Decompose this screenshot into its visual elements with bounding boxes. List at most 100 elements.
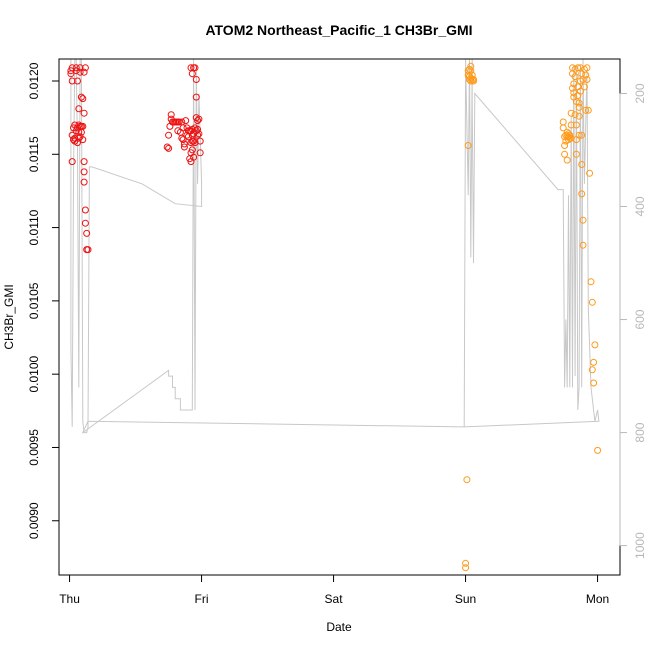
data-point-series-2-68 [582, 71, 590, 79]
data-point-series-2-53 [575, 112, 583, 120]
data-point-series-2-21 [561, 142, 569, 149]
data-points-layer [67, 62, 602, 572]
data-point-series-1-55 [175, 118, 183, 126]
data-point-series-1-36 [80, 178, 88, 186]
data-point-series-2-78 [590, 379, 598, 387]
data-point-series-1-39 [81, 219, 89, 227]
data-point-series-1-22 [76, 64, 84, 72]
y-axis-label: CH3Br_GMI [2, 284, 16, 349]
data-point-series-2-71 [583, 76, 591, 83]
y-tick-label-2: 0.0100 [27, 355, 41, 392]
data-point-series-1-15 [74, 139, 81, 147]
data-point-series-2-47 [572, 121, 580, 129]
data-point-series-2-55 [575, 99, 583, 107]
data-point-series-2-74 [587, 278, 595, 286]
data-point-series-2-58 [576, 87, 584, 95]
y-tick-label-5: 0.0115 [27, 136, 41, 172]
data-point-series-2-13 [467, 62, 475, 70]
data-point-series-1-87 [192, 76, 200, 83]
x-tick-label-Fri: Fri [195, 592, 209, 606]
data-point-series-2-43 [571, 73, 579, 81]
x-axis-label: Date [326, 620, 352, 634]
data-point-series-2-60 [578, 131, 586, 139]
data-point-series-1-31 [79, 122, 87, 130]
data-point-series-1-97 [196, 149, 204, 157]
data-point-series-2-76 [588, 366, 596, 374]
data-point-series-1-88 [192, 93, 200, 101]
data-point-series-1-33 [80, 109, 88, 117]
data-point-series-2-3 [463, 476, 471, 484]
right-tick-label-3: 800 [633, 422, 647, 442]
data-point-series-2-10 [467, 67, 475, 75]
data-point-series-2-72 [584, 106, 592, 114]
data-point-series-1-94 [195, 115, 203, 123]
data-point-series-1-84 [191, 64, 199, 72]
data-point-series-2-2 [462, 564, 470, 572]
right-tick-label-2: 600 [633, 309, 647, 329]
pressure-line-layer [70, 58, 600, 435]
axes-layer: Thu Fri Sat Sun Mon 0.0090 0.0095 0.0100 0.0105 0… [27, 62, 647, 606]
data-point-series-1-20 [75, 134, 83, 142]
chart-title: ATOM2 Northeast_Pacific_1 CH3Br_GMI [205, 22, 472, 38]
data-point-series-2-54 [575, 131, 583, 139]
data-point-series-2-22 [561, 150, 569, 158]
data-point-series-1-58 [178, 134, 186, 142]
data-point-series-1-17 [74, 77, 81, 85]
data-point-series-1-6 [68, 158, 76, 166]
data-point-series-1-83 [190, 153, 198, 161]
data-point-series-2-17 [470, 76, 477, 83]
right-tick-label-1: 400 [633, 196, 647, 216]
x-tick-label-Sat: Sat [325, 592, 344, 606]
data-point-series-2-75 [588, 298, 596, 306]
data-point-series-2-62 [578, 190, 586, 198]
pressure-line [70, 58, 600, 435]
data-point-series-1-82 [190, 137, 198, 145]
right-tick-label-0: 200 [633, 83, 647, 103]
data-point-series-1-44 [165, 131, 173, 139]
data-point-series-1-30 [79, 136, 87, 144]
y-tick-label-3: 0.0105 [27, 282, 41, 319]
data-point-series-2-80 [594, 446, 602, 454]
data-point-series-1-63 [182, 117, 190, 125]
data-point-series-2-48 [572, 150, 580, 158]
x-tick-label-Thu: Thu [59, 592, 80, 606]
data-point-series-1-60 [179, 136, 187, 144]
data-point-series-2-19 [559, 124, 567, 132]
data-point-series-1-95 [195, 130, 203, 138]
data-point-series-2-52 [575, 103, 583, 111]
data-point-series-1-45 [165, 144, 173, 152]
data-point-series-2-25 [563, 156, 571, 164]
y-tick-label-1: 0.0095 [27, 429, 41, 466]
data-point-series-1-29 [79, 95, 87, 103]
data-point-series-2-1 [462, 559, 470, 567]
data-point-series-2-49 [574, 64, 582, 72]
data-point-series-1-96 [196, 137, 204, 145]
data-point-series-1-43 [163, 143, 171, 151]
data-point-series-2-33 [567, 134, 575, 142]
data-point-series-1-42 [84, 246, 92, 254]
data-point-series-1-93 [194, 131, 202, 139]
x-tick-label-Sun: Sun [455, 592, 476, 606]
data-point-series-2-63 [579, 216, 587, 224]
data-point-series-1-59 [179, 124, 187, 132]
data-point-series-2-73 [586, 169, 594, 177]
y-tick-label-0: 0.0090 [27, 502, 41, 539]
data-point-series-2-44 [571, 111, 579, 119]
data-point-series-1-38 [81, 206, 89, 214]
x-tick-label-Mon: Mon [586, 592, 609, 606]
data-point-series-2-61 [578, 161, 586, 168]
data-point-series-1-37 [81, 64, 89, 72]
y-tick-label-6: 0.0120 [27, 62, 41, 99]
data-point-series-1-18 [75, 105, 83, 113]
data-point-series-2-35 [567, 109, 575, 117]
data-point-series-1-91 [194, 117, 202, 125]
data-point-series-2-69 [582, 106, 590, 114]
data-point-series-1-23 [76, 68, 84, 76]
data-point-series-1-61 [180, 143, 188, 151]
data-point-series-1-40 [83, 229, 91, 237]
data-point-series-1-26 [77, 93, 85, 101]
data-point-series-1-47 [167, 111, 175, 119]
data-point-series-2-77 [590, 358, 598, 366]
data-point-series-1-62 [180, 140, 188, 148]
